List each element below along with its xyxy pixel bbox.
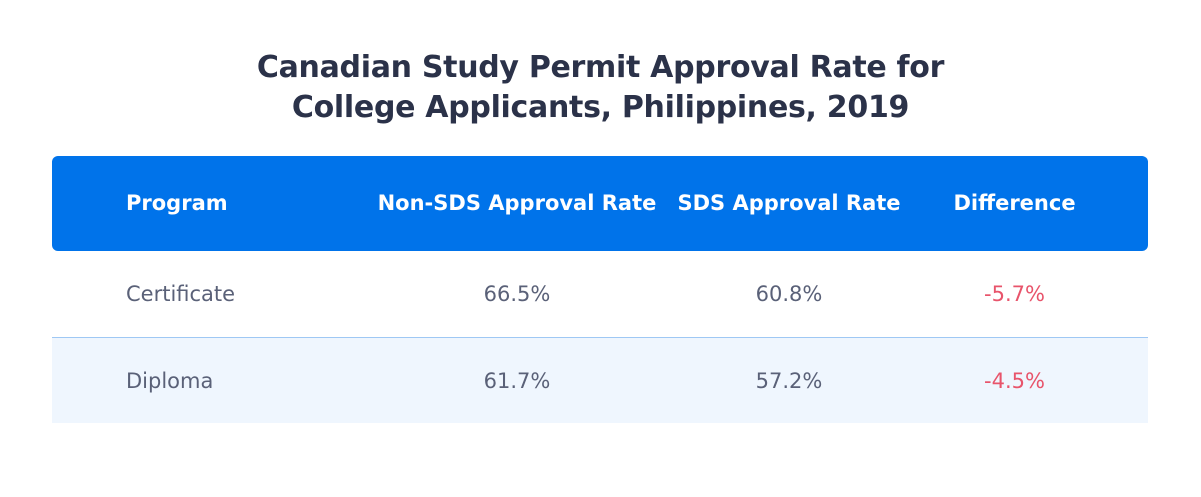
title-line-1: Canadian Study Permit Approval Rate for xyxy=(256,50,945,85)
header-sds: SDS Approval Rate xyxy=(677,191,901,215)
approval-rate-table: Program Non-SDS Approval Rate SDS Approv… xyxy=(52,156,1148,423)
chart-title: Canadian Study Permit Approval Rate for … xyxy=(0,48,1201,128)
program-cell: Certificate xyxy=(126,282,236,306)
sds-cell: 57.2% xyxy=(755,368,823,393)
non-sds-cell: 66.5% xyxy=(483,282,551,306)
sds-cell: 60.8% xyxy=(755,282,823,306)
difference-cell: -4.5% xyxy=(984,368,1045,393)
table-row: Certificate 66.5% 60.8% -5.7% xyxy=(52,251,1148,337)
difference-cell: -5.7% xyxy=(984,282,1045,306)
non-sds-cell: 61.7% xyxy=(483,368,551,393)
program-cell: Diploma xyxy=(126,368,214,393)
table-header: Program Non-SDS Approval Rate SDS Approv… xyxy=(52,156,1148,251)
header-program: Program xyxy=(126,191,228,215)
title-line-2: College Applicants, Philippines, 2019 xyxy=(291,90,910,125)
table-row: Diploma 61.7% 57.2% -4.5% xyxy=(52,337,1148,423)
header-non-sds: Non-SDS Approval Rate xyxy=(377,191,657,215)
header-difference: Difference xyxy=(953,191,1076,215)
